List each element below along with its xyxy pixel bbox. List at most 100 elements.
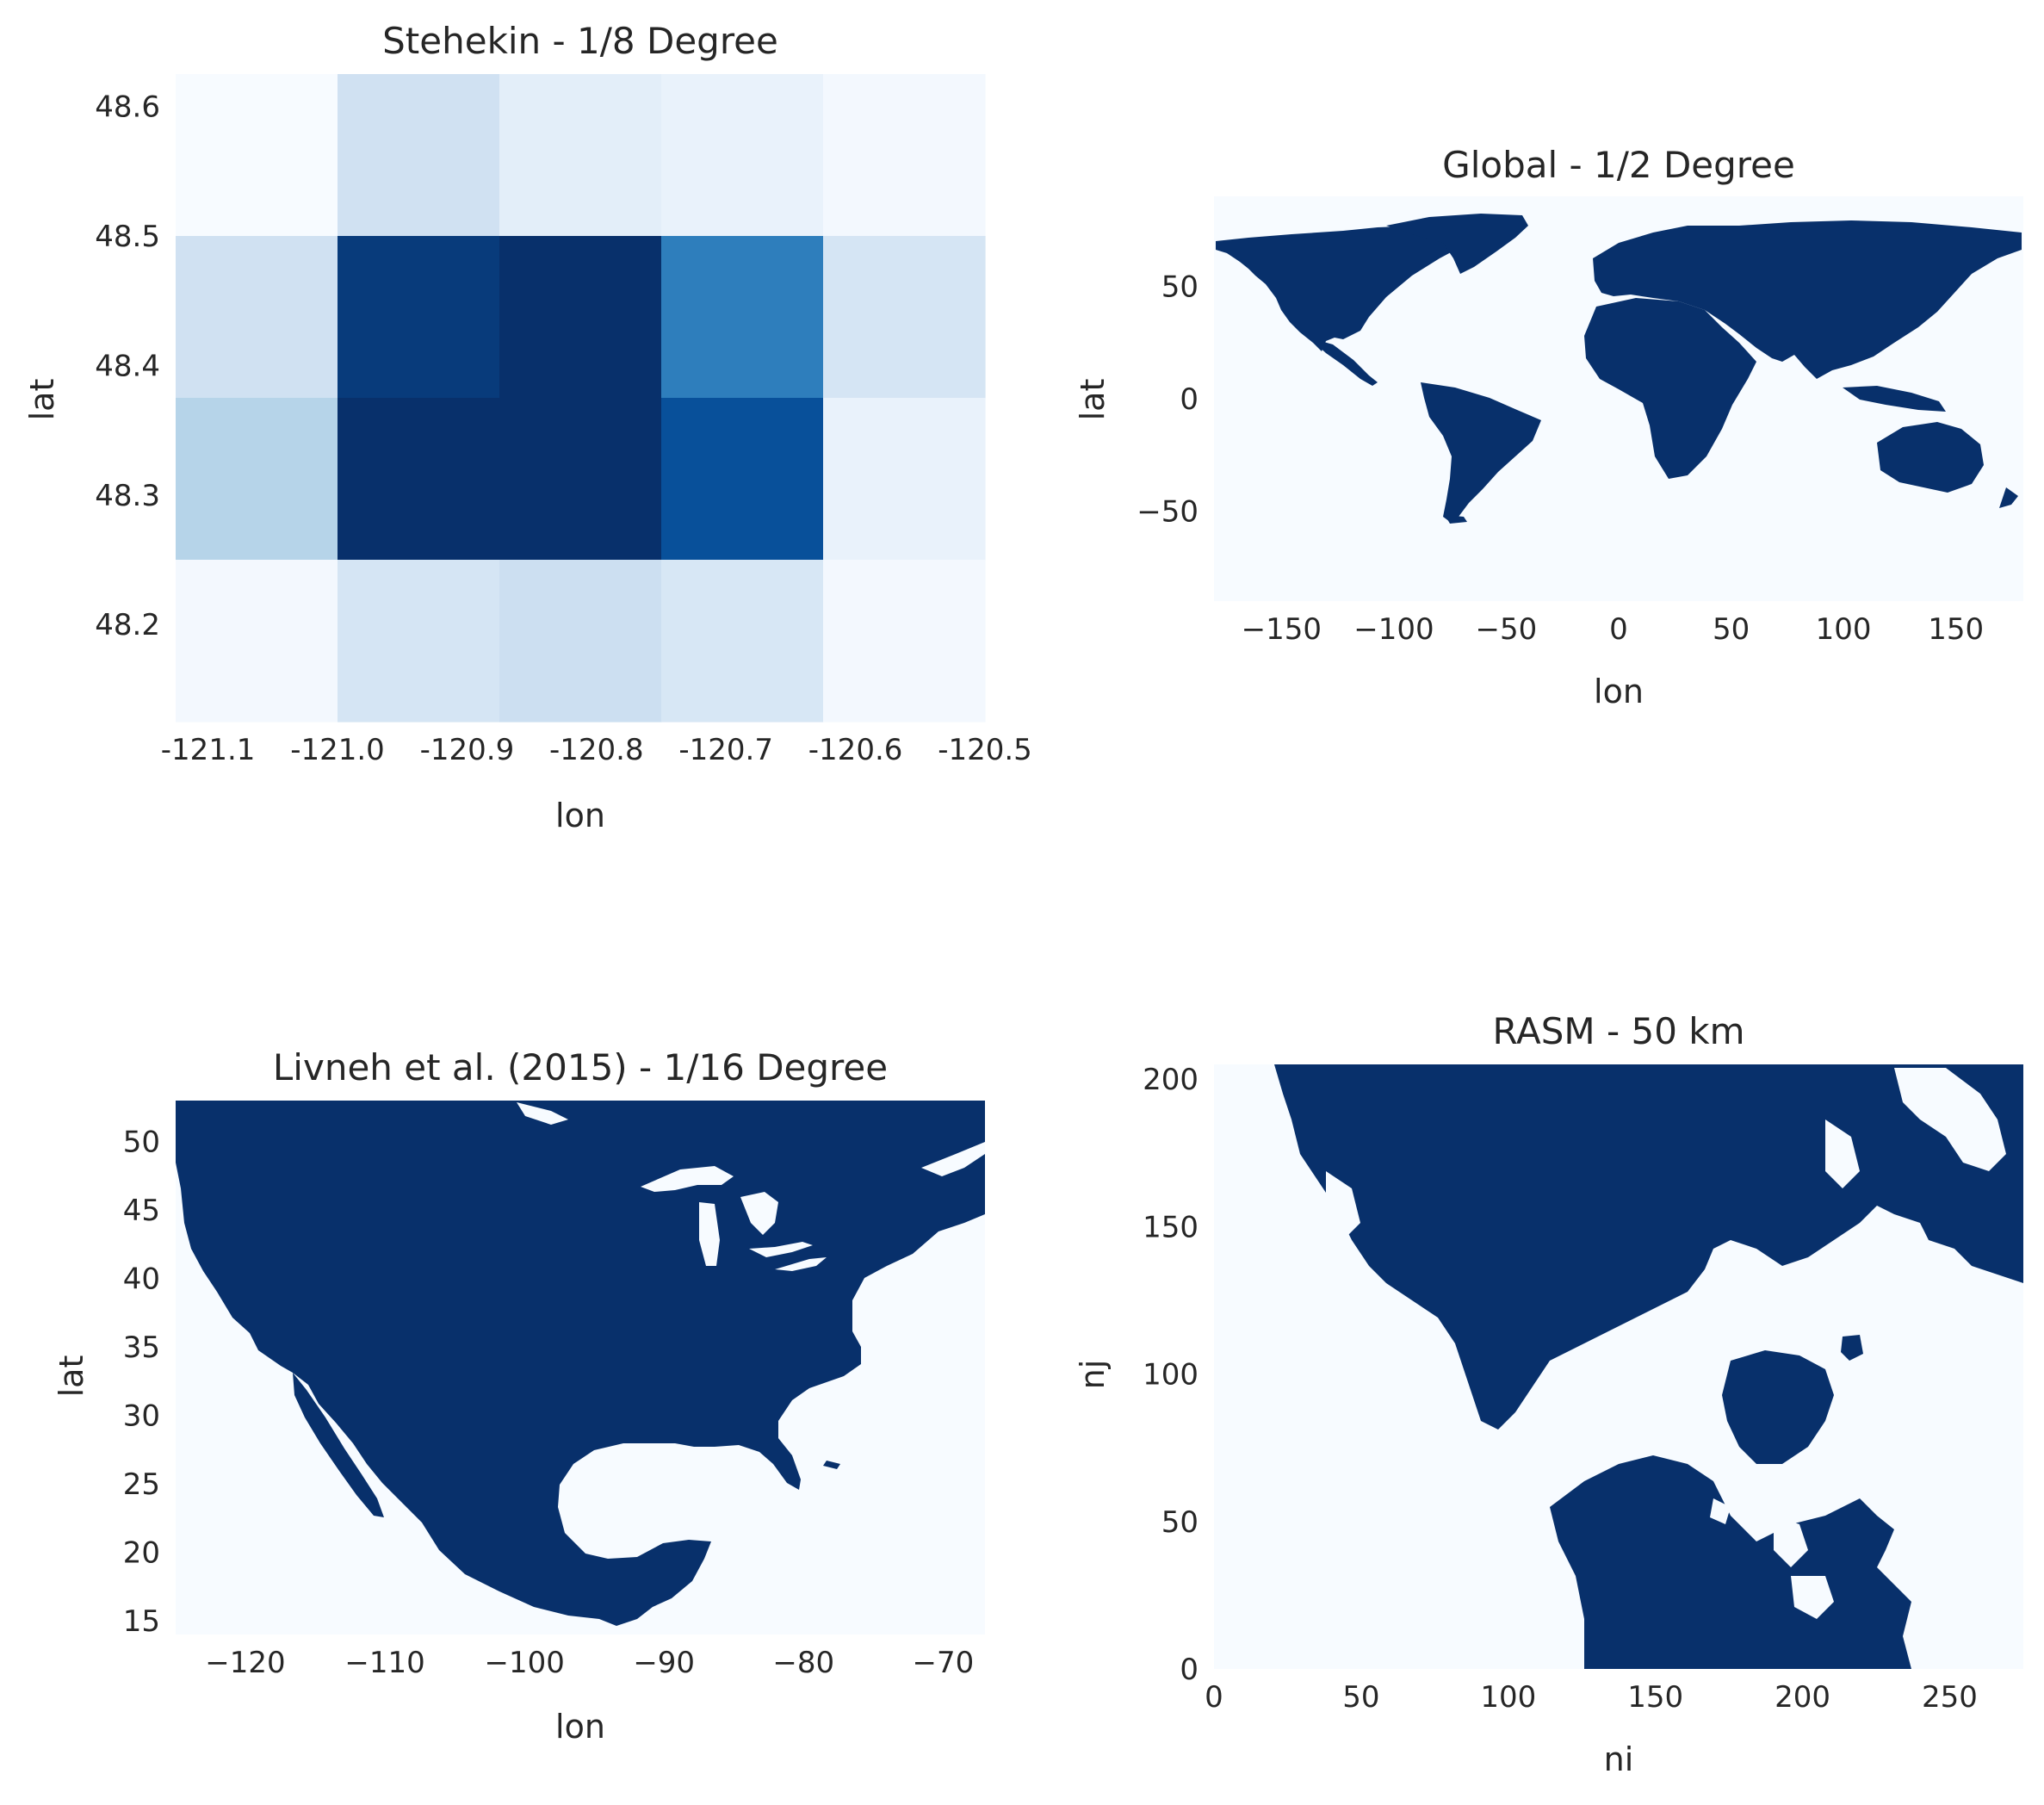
livneh-land-north-america (176, 1101, 985, 1626)
x-tick-label: −110 (344, 1646, 424, 1680)
y-tick-label: −50 (1137, 495, 1199, 530)
global-land-mask (1214, 196, 2023, 601)
livneh-x-axis-label: lon (555, 1708, 605, 1746)
global-y-axis-label: lat (1074, 379, 1112, 421)
global-x-axis-label: lon (1594, 673, 1644, 710)
rasm-inlets (1326, 1068, 2006, 1240)
x-tick-label: 50 (1713, 612, 1750, 647)
global-land-eurasia (1593, 220, 2022, 379)
rasm-land-north-america (1550, 1455, 1911, 1669)
global-land-misc (1445, 515, 1467, 524)
x-tick-label: -120.6 (808, 733, 903, 767)
y-tick-label: 45 (123, 1194, 160, 1228)
livneh-land-baja-california (293, 1373, 384, 1517)
panel-title-livneh: Livneh et al. (2015) - 1/16 Degree (273, 1046, 888, 1089)
y-tick-label: 48.3 (95, 479, 160, 513)
global-land-africa (1584, 298, 1756, 479)
global-land-australia (1877, 422, 1984, 493)
heatmap-cell (338, 398, 500, 561)
rasm-land-small-island (1841, 1335, 1863, 1361)
y-tick-label: 50 (123, 1126, 160, 1160)
y-tick-label: 48.6 (95, 90, 160, 125)
heatmap-cell (499, 398, 662, 561)
global-land-north-america (1216, 226, 1464, 351)
y-tick-label: 35 (123, 1330, 160, 1365)
x-tick-label: −90 (633, 1646, 695, 1680)
x-tick-label: −80 (772, 1646, 834, 1680)
heatmap-cell (823, 560, 986, 723)
y-tick-label: 150 (1143, 1210, 1199, 1244)
livneh-y-ticks: 15 20 25 30 35 40 45 50 (123, 1126, 160, 1639)
heatmap-cell (176, 560, 338, 723)
heatmap-cell (499, 236, 662, 399)
global-y-ticks: −50 0 50 (1137, 270, 1199, 529)
x-tick-label: 0 (1609, 612, 1628, 647)
x-tick-label: −100 (485, 1646, 565, 1680)
stehekin-y-ticks: 48.2 48.3 48.4 48.5 48.6 (95, 90, 160, 643)
panel-livneh: Livneh et al. (2015) - 1/16 Degree −120−… (53, 1046, 985, 1746)
livneh-northern-water (517, 1102, 985, 1176)
heatmap-cell (176, 236, 338, 399)
global-land-central-america (1309, 338, 1378, 386)
x-tick-label: −150 (1242, 612, 1322, 647)
heatmap-cell (338, 560, 500, 723)
rasm-archipelago-water (1710, 1498, 1834, 1619)
x-tick-label: 0 (1205, 1680, 1223, 1715)
x-tick-label: −70 (913, 1646, 975, 1680)
heatmap-cell (823, 236, 986, 399)
x-tick-label: -120.7 (678, 733, 773, 767)
y-tick-label: 200 (1143, 1063, 1199, 1097)
y-tick-label: 25 (123, 1467, 160, 1502)
heatmap-cell (338, 74, 500, 237)
x-tick-label: 100 (1816, 612, 1872, 647)
x-tick-label: -120.9 (420, 733, 515, 767)
x-tick-label: -120.8 (549, 733, 644, 767)
stehekin-x-axis-label: lon (555, 797, 605, 834)
y-tick-label: 0 (1180, 382, 1199, 417)
heatmap-cell (176, 74, 338, 237)
heatmap-cell (661, 74, 824, 237)
livneh-land-islands (823, 1461, 840, 1469)
heatmap-cell (661, 236, 824, 399)
x-tick-label: 100 (1480, 1680, 1536, 1715)
y-tick-label: 40 (123, 1262, 160, 1297)
heatmap-cell (823, 74, 986, 237)
panel-title-stehekin: Stehekin - 1/8 Degree (382, 20, 778, 62)
y-tick-label: 50 (1161, 1505, 1199, 1540)
x-tick-label: 200 (1775, 1680, 1830, 1715)
y-tick-label: 30 (123, 1399, 160, 1434)
y-tick-label: 15 (123, 1604, 160, 1639)
stehekin-y-axis-label: lat (23, 379, 61, 421)
stehekin-x-ticks: -121.1 -121.0 -120.9 -120.8 -120.7 -120.6 -120… (161, 733, 1032, 767)
y-tick-label: 20 (123, 1536, 160, 1571)
x-tick-label: −100 (1353, 612, 1434, 647)
livneh-x-ticks: −120 −110 −100 −90 −80 −70 (205, 1646, 974, 1680)
global-x-ticks: −150 −100 −50 0 50 100 150 (1242, 612, 1985, 647)
heatmap-cell (338, 236, 500, 399)
panel-title-global: Global - 1/2 Degree (1442, 144, 1795, 186)
y-tick-label: 50 (1161, 270, 1199, 304)
panel-title-rasm: RASM - 50 km (1493, 1010, 1745, 1052)
heatmap-cell (176, 398, 338, 561)
panel-global: Global - 1/2 Degree −150 −100 −50 0 50 100 15 (1074, 144, 2023, 710)
rasm-land-greenland (1722, 1350, 1834, 1464)
global-land-indonesia (1843, 386, 1946, 412)
rasm-y-axis-label: nj (1074, 1360, 1112, 1390)
x-tick-label: 150 (1928, 612, 1984, 647)
livneh-land-mask (176, 1101, 985, 1634)
rasm-y-ticks: 0 50 100 150 200 (1143, 1063, 1199, 1687)
y-tick-label: 100 (1143, 1358, 1199, 1393)
rasm-x-ticks: 0 50 100 150 200 250 (1205, 1680, 1978, 1715)
x-tick-label: −50 (1476, 612, 1538, 647)
panel-rasm: RASM - 50 km 0 50 100 150 200 250 0 50 100 150 20… (1074, 1010, 2023, 1778)
x-tick-label: 50 (1342, 1680, 1379, 1715)
x-tick-label: 250 (1922, 1680, 1978, 1715)
rasm-x-axis-label: ni (1604, 1740, 1634, 1778)
y-tick-label: 48.5 (95, 220, 160, 254)
x-tick-label: -120.5 (938, 733, 1032, 767)
livneh-y-axis-label: lat (53, 1355, 90, 1398)
global-land-new-zealand (1999, 487, 2018, 508)
y-tick-label: 0 (1180, 1653, 1199, 1687)
heatmap-cell (823, 398, 986, 561)
